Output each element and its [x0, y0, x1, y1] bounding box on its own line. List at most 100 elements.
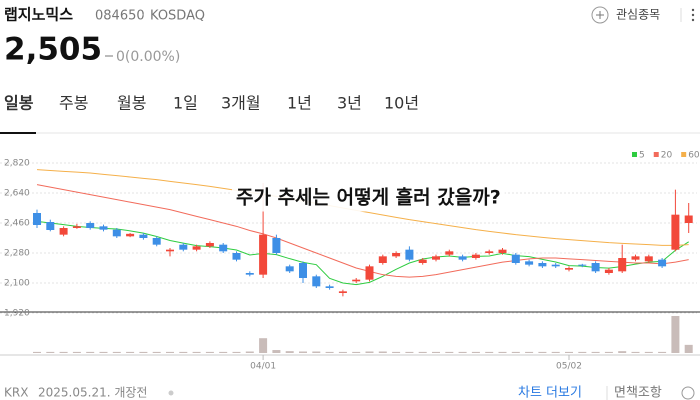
- tab[interactable]: 월봉: [117, 94, 146, 113]
- candle-body: [232, 253, 241, 260]
- candle-body: [72, 226, 81, 228]
- candle-body: [644, 256, 653, 262]
- volume-bar: [352, 351, 361, 353]
- tab[interactable]: 3개월: [221, 94, 261, 113]
- candle-body: [471, 254, 480, 258]
- tab[interactable]: 1년: [287, 94, 312, 113]
- volume-bar: [684, 344, 693, 353]
- volume-bar: [299, 351, 307, 353]
- more-dot[interactable]: [691, 18, 695, 22]
- y-tick-label: 2,460: [4, 219, 30, 229]
- y-tick-label: 2,280: [4, 249, 30, 259]
- volume-bar: [179, 351, 188, 353]
- stock-code: 084650: [95, 9, 145, 24]
- tab[interactable]: 일봉: [4, 94, 34, 113]
- volume-bar: [139, 351, 148, 353]
- candle-body: [325, 286, 334, 288]
- more-dot[interactable]: [691, 13, 695, 17]
- exchange: KRX: [4, 386, 28, 400]
- candle-body: [418, 259, 427, 263]
- candle-body: [671, 214, 680, 250]
- volume-bar: [485, 351, 494, 353]
- legend-swatch: [632, 152, 637, 157]
- watch-icon[interactable]: [591, 6, 609, 24]
- x-tick-label: 04/01: [250, 362, 276, 372]
- legend-swatch: [681, 152, 687, 157]
- candle-body: [365, 266, 374, 280]
- candle-body: [352, 279, 361, 282]
- ma-line: [36, 220, 689, 286]
- candle-body: [126, 233, 135, 237]
- candle-body: [405, 249, 414, 260]
- more-link[interactable]: 차트 더보기: [518, 386, 582, 400]
- y-tick-label: 2,820: [4, 159, 30, 169]
- candle-body: [565, 268, 573, 270]
- volume-bar: [644, 351, 653, 353]
- candle-body: [219, 244, 228, 252]
- volume-bar: [272, 350, 281, 353]
- volume-bar: [618, 351, 627, 353]
- tab[interactable]: 3년: [337, 94, 362, 113]
- tabs: 일봉 주봉 월봉 1일 3개월 1년 3년 10년: [4, 94, 419, 113]
- volume-bar: [86, 351, 95, 353]
- legend-label: 20: [661, 151, 673, 161]
- candle-body: [551, 264, 560, 267]
- more-dot[interactable]: [691, 8, 695, 12]
- volume-bar: [538, 351, 547, 353]
- legend-label: 60: [688, 151, 700, 161]
- volume-bar: [604, 351, 613, 353]
- candle-body: [525, 261, 534, 265]
- legend-label: 5: [639, 151, 645, 161]
- separator: ·: [141, 9, 145, 24]
- tab[interactable]: 1일: [173, 94, 198, 113]
- candle-body: [312, 276, 321, 287]
- candle-body: [538, 263, 547, 267]
- tab[interactable]: 10년: [384, 94, 419, 113]
- volume-bar: [631, 351, 640, 353]
- volume-bar: [578, 351, 587, 353]
- chart: 1,920 2,100 2,280 2,460 2,640 2,820 04/01 05/02…: [0, 151, 700, 372]
- volume-bar: [219, 351, 228, 353]
- candle-body: [166, 249, 174, 252]
- volume-bar: [192, 351, 201, 353]
- candle-body: [498, 249, 507, 253]
- volume-bar: [458, 351, 467, 353]
- volume-bar: [445, 351, 454, 353]
- watch-button[interactable]: 관심종목: [616, 8, 660, 22]
- candle-body: [485, 251, 494, 253]
- status-dot: [168, 390, 174, 396]
- ma-line: [36, 184, 689, 278]
- candle-body: [445, 251, 454, 255]
- candle-body: [285, 266, 294, 272]
- candle-body: [179, 244, 188, 250]
- volume-bar: [418, 351, 427, 353]
- volume-bar: [152, 351, 161, 353]
- volume-bar: [99, 351, 108, 353]
- candle-body: [591, 263, 600, 272]
- change: 0(0.00%): [116, 49, 180, 65]
- candle-body: [99, 226, 108, 230]
- stock-name: 랩지노믹스: [4, 6, 73, 24]
- y-tick-label: 2,100: [4, 279, 30, 289]
- market: KOSDAQ: [150, 9, 205, 24]
- candle-body: [152, 238, 161, 245]
- volume-bar: [232, 351, 241, 353]
- candle-body: [112, 229, 121, 237]
- volume-bar: [338, 351, 347, 353]
- tab[interactable]: 주봉: [59, 94, 88, 113]
- disclaimer-link[interactable]: 면책조항: [614, 386, 662, 400]
- candle-body: [192, 246, 201, 250]
- volume-bar: [432, 351, 440, 353]
- candle-body: [245, 273, 254, 275]
- volume-bar: [498, 351, 507, 353]
- candle-body: [46, 222, 55, 230]
- candle-body: [432, 256, 440, 260]
- volume-bar: [658, 351, 667, 353]
- candle-body: [299, 263, 307, 278]
- volume-bar: [591, 351, 600, 353]
- disclaimer-icon[interactable]: [681, 386, 695, 400]
- volume-bar: [72, 351, 81, 353]
- volume-bar: [405, 351, 414, 353]
- candle-body: [631, 256, 640, 260]
